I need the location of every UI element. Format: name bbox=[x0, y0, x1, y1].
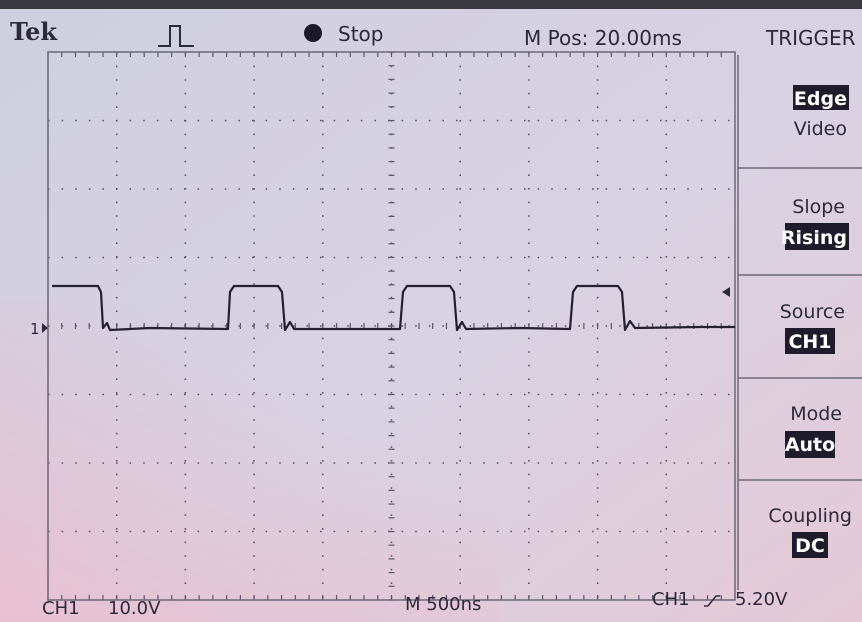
channel-marker: 1 bbox=[30, 320, 40, 338]
menu-option[interactable]: Video bbox=[794, 118, 847, 140]
footer-trigger-source: CH1 bbox=[652, 589, 690, 610]
menu-label[interactable]: Slope bbox=[792, 196, 845, 218]
menu-value[interactable]: CH1 bbox=[788, 331, 831, 353]
footer-timebase: M 500ns bbox=[405, 594, 481, 615]
status-dot bbox=[304, 24, 322, 42]
menu-value[interactable]: Auto bbox=[785, 434, 835, 456]
glare bbox=[0, 300, 500, 622]
oscilloscope-screen: Tek Stop M Pos: 20.00ms TRIGGER 1 Edge V… bbox=[0, 0, 862, 622]
menu-label[interactable]: Mode bbox=[790, 403, 842, 425]
position: M Pos: 20.00ms bbox=[524, 26, 682, 50]
footer-channel: CH1 bbox=[42, 598, 80, 619]
footer-trigger-level: 5.20V bbox=[735, 589, 788, 610]
menu-value[interactable]: DC bbox=[795, 535, 825, 557]
menu-label[interactable]: Coupling bbox=[768, 505, 852, 527]
status: Stop bbox=[338, 22, 383, 46]
menu-value[interactable]: Rising bbox=[781, 227, 847, 249]
brand: Tek bbox=[10, 17, 58, 46]
menu-title: TRIGGER bbox=[765, 26, 856, 50]
menu-label[interactable]: Source bbox=[780, 301, 845, 323]
menu-option[interactable]: Edge bbox=[794, 88, 847, 110]
footer-scale: 10.0V bbox=[108, 598, 161, 619]
bezel bbox=[0, 0, 862, 9]
